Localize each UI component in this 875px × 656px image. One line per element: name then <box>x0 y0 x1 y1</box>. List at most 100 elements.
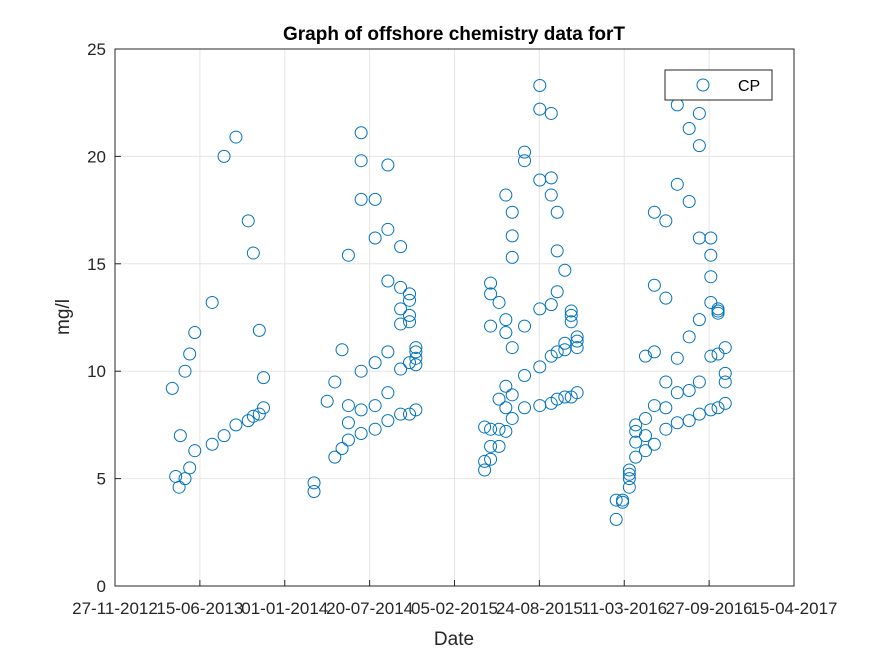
data-point <box>409 351 423 365</box>
data-point <box>704 248 718 262</box>
legend-box <box>664 69 773 101</box>
data-point <box>647 345 661 359</box>
data-point <box>241 214 255 228</box>
data-point <box>550 205 564 219</box>
data-point <box>183 461 197 475</box>
data-point <box>381 386 395 400</box>
data-point <box>307 476 321 490</box>
data-point <box>704 231 718 245</box>
data-point <box>564 304 578 318</box>
data-point <box>505 250 519 264</box>
data-point <box>403 293 417 307</box>
data-point <box>341 399 355 413</box>
data-point <box>341 248 355 262</box>
data-point <box>394 280 408 294</box>
data-point <box>478 454 492 468</box>
data-point <box>229 418 243 432</box>
data-point <box>629 450 643 464</box>
data-point <box>354 154 368 168</box>
y-tick-label: 20 <box>87 147 106 166</box>
data-point <box>252 407 266 421</box>
data-point <box>659 422 673 436</box>
data-point <box>711 306 725 320</box>
data-point <box>499 379 513 393</box>
data-point <box>257 401 271 415</box>
data-point <box>518 154 532 168</box>
data-point <box>188 444 202 458</box>
data-point <box>257 371 271 385</box>
data-point <box>368 399 382 413</box>
data-point <box>505 205 519 219</box>
data-point <box>492 295 506 309</box>
data-point <box>217 149 231 163</box>
data-point <box>354 364 368 378</box>
data-point <box>704 349 718 363</box>
x-tick-label: 15-04-2017 <box>751 599 838 618</box>
data-point <box>205 437 219 451</box>
data-point <box>711 401 725 415</box>
data-point <box>403 315 417 329</box>
data-point <box>616 495 630 509</box>
data-point <box>505 229 519 243</box>
data-point <box>622 467 636 481</box>
data-point <box>217 429 231 443</box>
data-point <box>544 171 558 185</box>
data-point <box>381 222 395 236</box>
data-point <box>518 319 532 333</box>
data-point <box>381 274 395 288</box>
data-point <box>320 394 334 408</box>
data-point <box>647 205 661 219</box>
data-point <box>659 401 673 415</box>
data-point <box>484 319 498 333</box>
data-point <box>335 442 349 456</box>
x-tick-label: 15-06-2013 <box>156 599 243 618</box>
data-point <box>518 401 532 415</box>
data-point <box>394 362 408 376</box>
data-point <box>647 437 661 451</box>
data-point <box>692 139 706 153</box>
data-point <box>505 388 519 402</box>
data-point <box>533 302 547 316</box>
data-point <box>499 401 513 415</box>
data-point <box>178 472 192 486</box>
data-point <box>165 381 179 395</box>
data-point <box>638 444 652 458</box>
data-point <box>246 409 260 423</box>
data-point <box>499 313 513 327</box>
data-point <box>564 308 578 322</box>
data-point <box>682 121 696 135</box>
data-point <box>518 369 532 382</box>
data-point <box>570 334 584 348</box>
x-tick-label: 11-03-2016 <box>581 599 667 618</box>
y-tick-label: 10 <box>87 362 106 381</box>
data-point <box>692 375 706 389</box>
y-tick-label: 25 <box>87 40 106 59</box>
data-point <box>409 345 423 359</box>
x-tick-label: 27-09-2016 <box>666 599 753 618</box>
data-point <box>564 315 578 329</box>
data-point <box>711 347 725 361</box>
data-point <box>533 360 547 374</box>
data-point <box>609 512 623 526</box>
data-point <box>659 214 673 228</box>
data-point <box>381 414 395 428</box>
grid-lines <box>115 49 794 586</box>
data-point <box>704 403 718 417</box>
data-point <box>692 407 706 421</box>
data-point <box>394 240 408 254</box>
data-point <box>381 158 395 172</box>
data-point <box>570 341 584 355</box>
data-point <box>638 429 652 443</box>
y-tick-label: 5 <box>97 470 106 489</box>
data-point <box>718 366 732 380</box>
data-point <box>550 244 564 258</box>
data-point <box>682 414 696 428</box>
data-point <box>409 358 423 372</box>
data-point <box>354 426 368 440</box>
x-tick-label: 20-07-2014 <box>326 599 413 618</box>
data-point <box>252 323 266 337</box>
axes: 27-11-201215-06-201301-01-201420-07-2014… <box>72 40 837 618</box>
x-axis-title: Date <box>434 629 474 650</box>
data-point <box>544 106 558 120</box>
data-point <box>354 126 368 140</box>
